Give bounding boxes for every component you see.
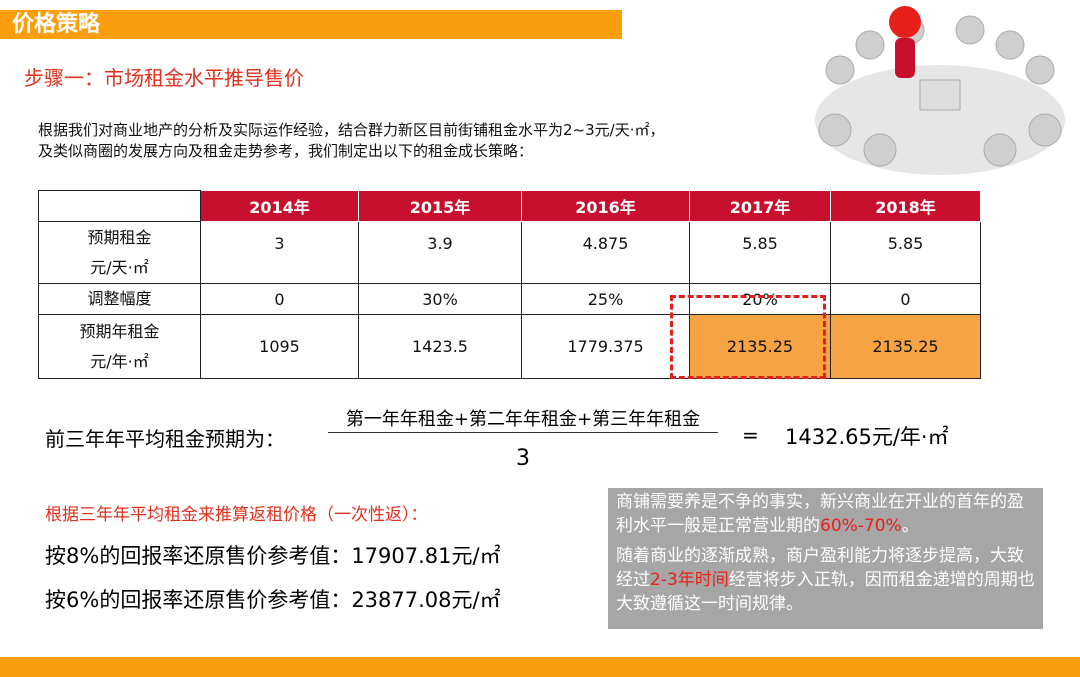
- note-paragraph: 商铺需要养是不争的事实，新兴商业在开业的首年的盈利水平一般是正常营业期的60%-…: [616, 490, 1035, 538]
- equals: =: [742, 423, 759, 447]
- note-box: 商铺需要养是不争的事实，新兴商业在开业的首年的盈利水平一般是正常营业期的60%-…: [608, 488, 1043, 629]
- table-cell: 5.85: [830, 221, 981, 284]
- fraction-line: [328, 432, 718, 433]
- row-label-line: 元/天·㎡: [90, 257, 149, 277]
- table-cell: 1779.375: [521, 314, 690, 379]
- note-highlight: 2-3年时间: [650, 570, 729, 590]
- title-bar: [0, 10, 622, 39]
- pricing-heading: 根据三年年平均租金来推算返租价格（一次性返）：: [45, 505, 428, 525]
- people-illustration: [815, 6, 1065, 175]
- header-row: 2014年 2015年 2016年 2017年 2018年: [38, 190, 981, 222]
- table-cell: 25%: [521, 283, 690, 315]
- formula-lead: 前三年年平均租金预期为：: [45, 427, 285, 451]
- table-row: 预期租金 元/天·㎡ 3 3.9 4.875 5.85 5.85: [38, 221, 981, 284]
- table-cell: 3: [200, 221, 359, 284]
- table-cell: 1423.5: [358, 314, 522, 379]
- table-cell: 20%: [689, 283, 831, 315]
- intro-line: 及类似商圈的发展方向及租金走势参考，我们制定出以下的租金成长策略：: [38, 142, 534, 160]
- table-cell: 4.875: [521, 221, 690, 284]
- table-cell: 5.85: [689, 221, 831, 284]
- table-wrap: 2014年 2015年 2016年 2017年 2018年 预期租金 元/天·㎡ 3 3.9 4.…: [38, 190, 981, 379]
- table-cell: 1095: [200, 314, 359, 379]
- header-cell: 2017年: [689, 190, 831, 222]
- footer-bar: [0, 657, 1080, 677]
- row-label: 预期租金元/天·㎡: [38, 221, 201, 284]
- subtitle: 步骤一：市场租金水平推导售价: [24, 66, 304, 90]
- formula-result: 1432.65元/年·㎡: [785, 425, 949, 449]
- row-label: 调整幅度: [38, 283, 201, 315]
- table-row: 调整幅度 0 30% 25% 20% 0: [38, 283, 981, 315]
- intro: 根据我们对商业地产的分析及实际运作经验，结合群力新区目前街铺租金水平为2~3元/…: [38, 120, 664, 162]
- intro-line: 根据我们对商业地产的分析及实际运作经验，结合群力新区目前街铺租金水平为2~3元/…: [38, 121, 665, 139]
- header-cell: 2014年: [200, 190, 359, 222]
- note-text: 随着商业的逐渐成熟，商户盈利能力将逐步提高，大致经过: [616, 546, 1024, 590]
- table-cell: 3.9: [358, 221, 522, 284]
- header-cell: 2018年: [830, 190, 981, 222]
- table-cell: 2135.25: [830, 314, 981, 379]
- formula-denominator: 3: [516, 446, 530, 471]
- table-row: 预期年租金 元/年·㎡ 1095 1423.5 1779.375 2135.25 2135.…: [38, 314, 981, 379]
- header-cell: 2015年: [358, 190, 522, 222]
- row-label-line: 元/年·㎡: [90, 351, 149, 371]
- title: 价格策略: [12, 12, 101, 37]
- row-label: 预期年租金元/年·㎡: [38, 314, 201, 379]
- highlight-box: [670, 295, 826, 379]
- pricing-line: 按8%的回报率还原售价参考值：17907.81元/㎡: [45, 544, 501, 568]
- note-paragraph: 随着商业的逐渐成熟，商户盈利能力将逐步提高，大致经过2-3年时间经营将步入正轨，…: [616, 544, 1035, 616]
- note-highlight: 60%-70%: [820, 516, 902, 536]
- table-cell: 0: [200, 283, 359, 315]
- pricing-line: 按6%的回报率还原售价参考值：23877.08元/㎡: [45, 588, 501, 612]
- row-label-line: 预期租金: [87, 227, 152, 247]
- row-label-line: 调整幅度: [87, 289, 152, 308]
- note-text: 商铺需要养是不争的事实，新兴商业在开业的首年的盈利水平一般是正常营业期的: [616, 492, 1024, 536]
- row-label-line: 预期年租金: [79, 321, 160, 341]
- header-cell: 2016年: [521, 190, 690, 222]
- rent-table: 2014年 2015年 2016年 2017年 2018年 预期租金 元/天·㎡ 3 3.9 4.…: [38, 190, 981, 379]
- note-text: 经营将步入正轨，因而租金递增的周期也大致遵循这一时间规律。: [616, 570, 1035, 614]
- table-cell: 0: [830, 283, 981, 315]
- table-cell: 30%: [358, 283, 522, 315]
- note-text: 。: [901, 516, 919, 536]
- formula-numerator: 第一年年租金+第二年年租金+第三年年租金: [345, 409, 701, 430]
- corner-cell: [38, 190, 201, 222]
